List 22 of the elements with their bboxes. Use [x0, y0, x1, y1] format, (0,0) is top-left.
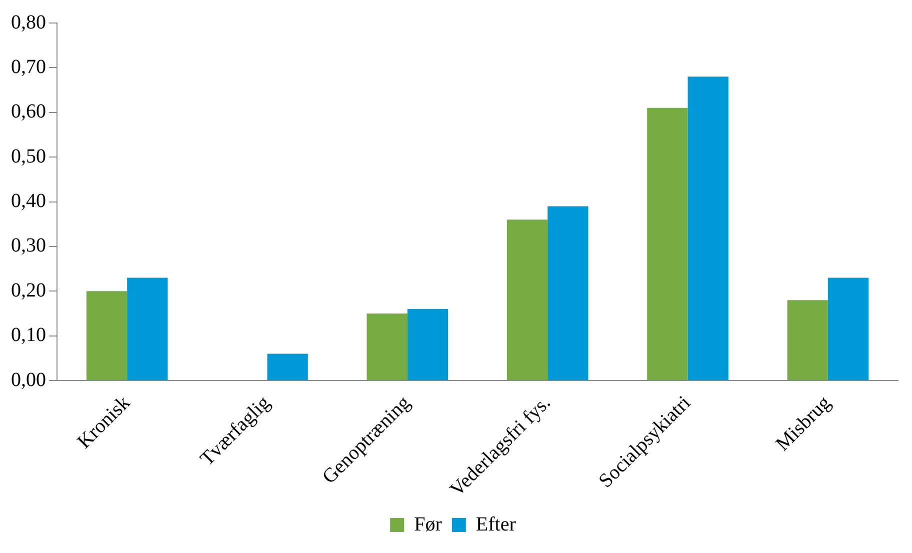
y-tick-label: 0,30 — [11, 234, 46, 257]
y-tick-label: 0,10 — [11, 324, 46, 346]
y-tick-label: 0,20 — [11, 279, 46, 302]
bar — [407, 309, 448, 380]
legend-label: Før — [414, 513, 442, 536]
y-tick-label: 0,60 — [11, 100, 46, 123]
y-tick-label: 0,50 — [11, 145, 46, 168]
bar — [828, 278, 869, 380]
bar — [86, 291, 128, 380]
bar — [787, 300, 828, 380]
y-tick-label: 0,70 — [11, 56, 46, 78]
bar — [647, 108, 688, 380]
legend-label: Efter — [476, 513, 516, 536]
y-tick-label: 0,00 — [11, 368, 46, 391]
bar — [127, 278, 168, 380]
bar — [506, 220, 548, 380]
bar — [688, 76, 728, 380]
bar — [366, 314, 408, 380]
bar — [548, 206, 588, 380]
y-tick-label: 0,40 — [11, 190, 46, 212]
bar — [267, 354, 308, 380]
y-tick-label: 0,80 — [11, 11, 46, 34]
